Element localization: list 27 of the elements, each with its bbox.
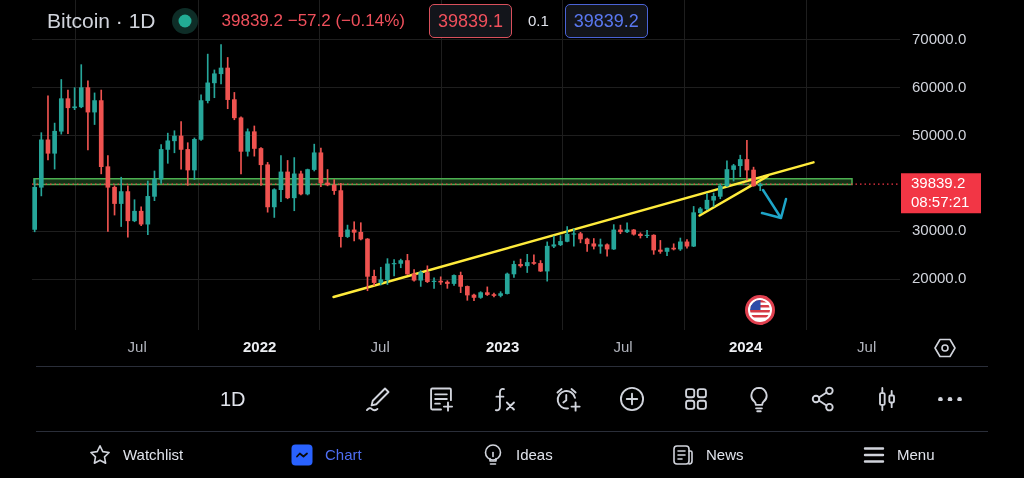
x-tick-label: Jul xyxy=(370,338,390,356)
text: Chart xyxy=(325,446,362,464)
y-tick-label: 70000.0 xyxy=(912,29,967,47)
price-box: 39839.1 xyxy=(428,4,512,38)
y-tick-label: 30000.0 xyxy=(912,221,967,239)
text: Watchlist xyxy=(123,446,184,464)
y-tick-label: 20000.0 xyxy=(912,269,967,287)
x-tick-label: 2024 xyxy=(728,338,763,356)
annotation: 39839.2 xyxy=(573,10,639,32)
x-tick-label: 2023 xyxy=(485,338,520,356)
text: 1D xyxy=(220,387,246,411)
x-tick-label: Jul xyxy=(857,338,877,356)
x-tick-label: Jul xyxy=(127,338,147,356)
x-tick-label: 2022 xyxy=(242,338,277,356)
x-tick-label: Jul xyxy=(613,338,633,356)
y-tick-label: 50000.0 xyxy=(912,125,967,143)
price-box: 39839.2 xyxy=(564,4,648,38)
text: Ideas xyxy=(516,446,553,464)
text: 08:57:21 xyxy=(911,193,970,211)
annotation: 39839.1 xyxy=(437,10,503,32)
ref-line-label: 39839.2 xyxy=(911,174,966,192)
annotation: 39839.2 −57.2 (−0.14%) xyxy=(221,11,405,31)
y-tick-label: 60000.0 xyxy=(912,77,967,95)
chart-title: Bitcoin · 1D xyxy=(47,8,156,34)
text: News xyxy=(706,446,744,464)
annotation: 0.1 xyxy=(527,12,549,30)
text: Menu xyxy=(897,446,935,464)
